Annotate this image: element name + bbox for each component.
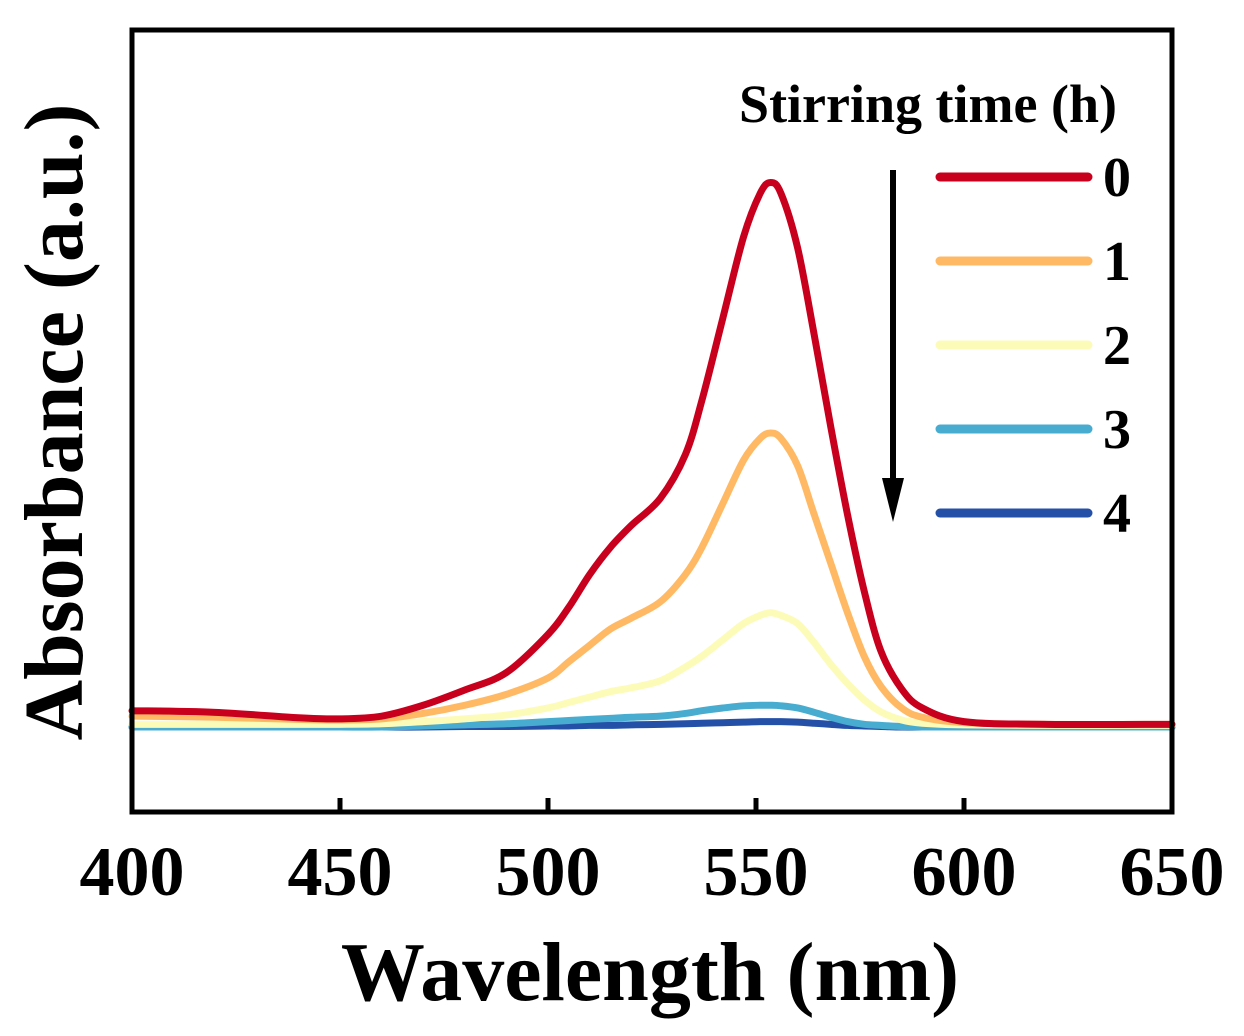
plot-frame (129, 27, 1175, 815)
y-axis-label: Absorbance (a.u.) (8, 103, 101, 740)
series-line-2h (128, 609, 1176, 729)
x-tick-label: 600 (912, 834, 1017, 911)
x-tick-label: 550 (704, 834, 809, 911)
x-ticks: 400 450 500 550 600 650 (80, 798, 1225, 911)
series-line-0h (128, 178, 1176, 729)
legend-label-2h: 2 (1103, 315, 1131, 377)
legend: Stirring time (h) 0 1 2 3 4 (739, 74, 1131, 545)
decrease-arrow-icon (882, 170, 904, 522)
x-tick-label: 400 (80, 834, 185, 911)
series-line-3h (128, 701, 1176, 731)
legend-label-3h: 3 (1103, 399, 1131, 461)
legend-label-4h: 4 (1103, 483, 1131, 545)
x-tick-label: 450 (288, 834, 393, 911)
legend-items: 0 1 2 3 4 (935, 147, 1131, 545)
series-layer (128, 178, 1176, 731)
legend-label-1h: 1 (1103, 231, 1131, 293)
x-tick-label: 500 (496, 834, 601, 911)
x-axis-label: Wavelength (nm) (341, 926, 959, 1019)
legend-title: Stirring time (h) (739, 74, 1117, 134)
legend-label-0h: 0 (1103, 147, 1131, 209)
x-tick-label: 650 (1120, 834, 1225, 911)
series-line-1h (128, 429, 1176, 728)
